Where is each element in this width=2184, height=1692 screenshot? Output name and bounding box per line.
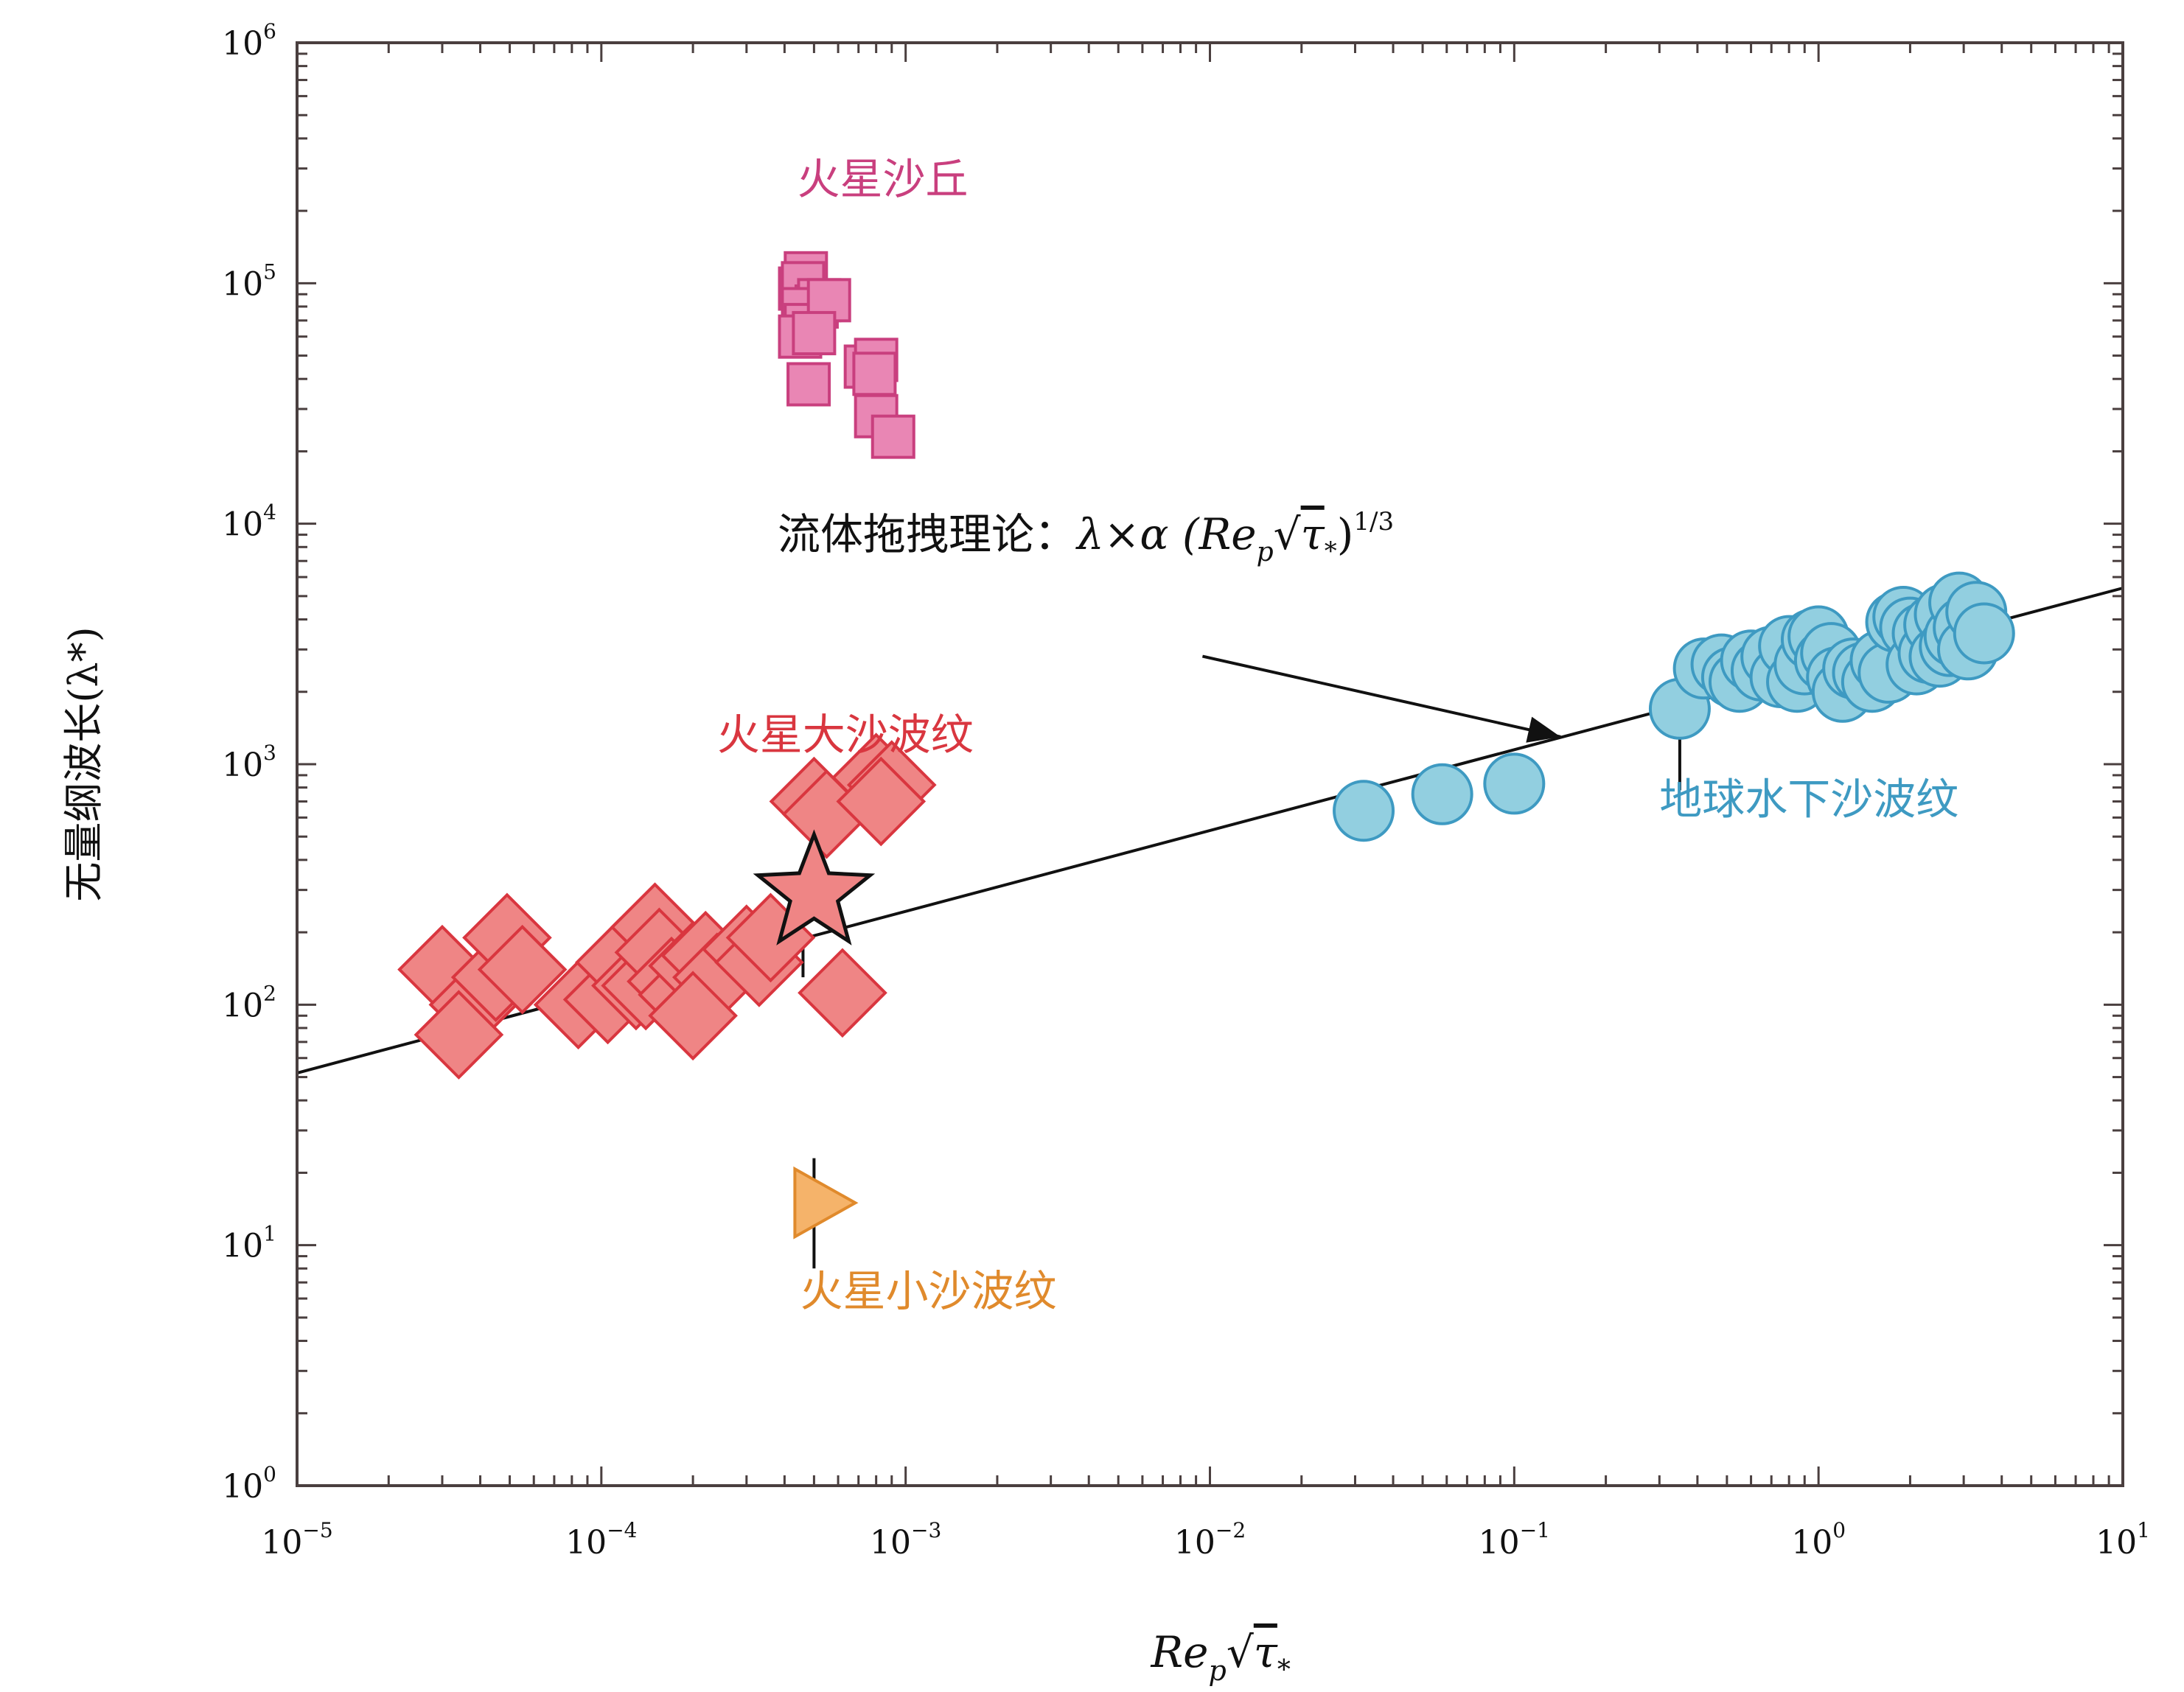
y-tick-label: 103 — [222, 741, 276, 784]
circle-marker — [1953, 602, 2015, 665]
series-label: 火星沙丘 — [797, 154, 968, 204]
square-marker — [852, 352, 897, 396]
y-axis-label: 无量纲波长(λ*) — [60, 626, 107, 901]
y-tick-label: 106 — [222, 19, 276, 63]
circle-marker — [1411, 763, 1473, 825]
axis-ticks — [296, 41, 2124, 1487]
x-tick-label: 10−3 — [870, 1518, 941, 1562]
series-label: 地球水下沙波纹 — [1659, 775, 1958, 825]
series-label: 火星大沙波纹 — [717, 710, 974, 760]
data-marks — [397, 251, 2015, 1269]
diamond-marker — [798, 948, 887, 1038]
series-circle — [1333, 571, 2015, 842]
series-square — [778, 251, 915, 459]
square-marker — [786, 362, 831, 407]
x-tick-label: 101 — [2096, 1518, 2150, 1562]
axis-labels: 无量纲波长(λ*) Rep√τ* — [60, 626, 1291, 1687]
theory-label: 流体拖拽理论：λ×α (Rep√τ*)1/3 — [778, 507, 1394, 567]
arrow-head — [1526, 716, 1561, 743]
diamond-marker — [477, 924, 568, 1015]
x-axis-label: Rep√τ* — [1151, 1627, 1291, 1687]
series-label: 火星小沙波纹 — [800, 1266, 1057, 1316]
square-marker — [871, 414, 915, 459]
circle-marker — [1483, 752, 1546, 815]
series-diamond — [397, 733, 937, 1080]
diamond-marker — [836, 756, 927, 847]
y-tick-label: 104 — [222, 500, 276, 544]
x-tick-label: 10−2 — [1174, 1518, 1246, 1562]
diamond-marker — [648, 971, 738, 1061]
y-tick-label: 100 — [222, 1462, 276, 1506]
diamond-marker — [414, 990, 504, 1080]
x-tick-label: 10−5 — [261, 1518, 332, 1562]
tick-labels: 10−5 10−4 10−3 10−2 10−1 100 101 100 101 102 103 10… — [222, 19, 2150, 1562]
x-tick-label: 100 — [1791, 1518, 1846, 1562]
star-marker — [753, 829, 876, 945]
plot-frame — [296, 41, 2124, 1487]
series-triangle-right — [793, 1166, 859, 1240]
y-tick-label: 105 — [222, 259, 276, 303]
y-tick-label: 102 — [222, 981, 276, 1024]
y-tick-label: 101 — [222, 1222, 276, 1265]
square-marker — [792, 311, 837, 356]
x-tick-label: 10−1 — [1479, 1518, 1550, 1562]
x-tick-label: 10−4 — [565, 1518, 637, 1562]
triangle-marker — [793, 1166, 859, 1240]
theory-arrow — [1201, 654, 1561, 738]
series-labels: 流体拖拽理论：λ×α (Rep√τ*)1/3 火星沙丘火星大沙波纹地球水下沙波纹火… — [717, 154, 1959, 1316]
circle-marker — [1333, 780, 1395, 842]
